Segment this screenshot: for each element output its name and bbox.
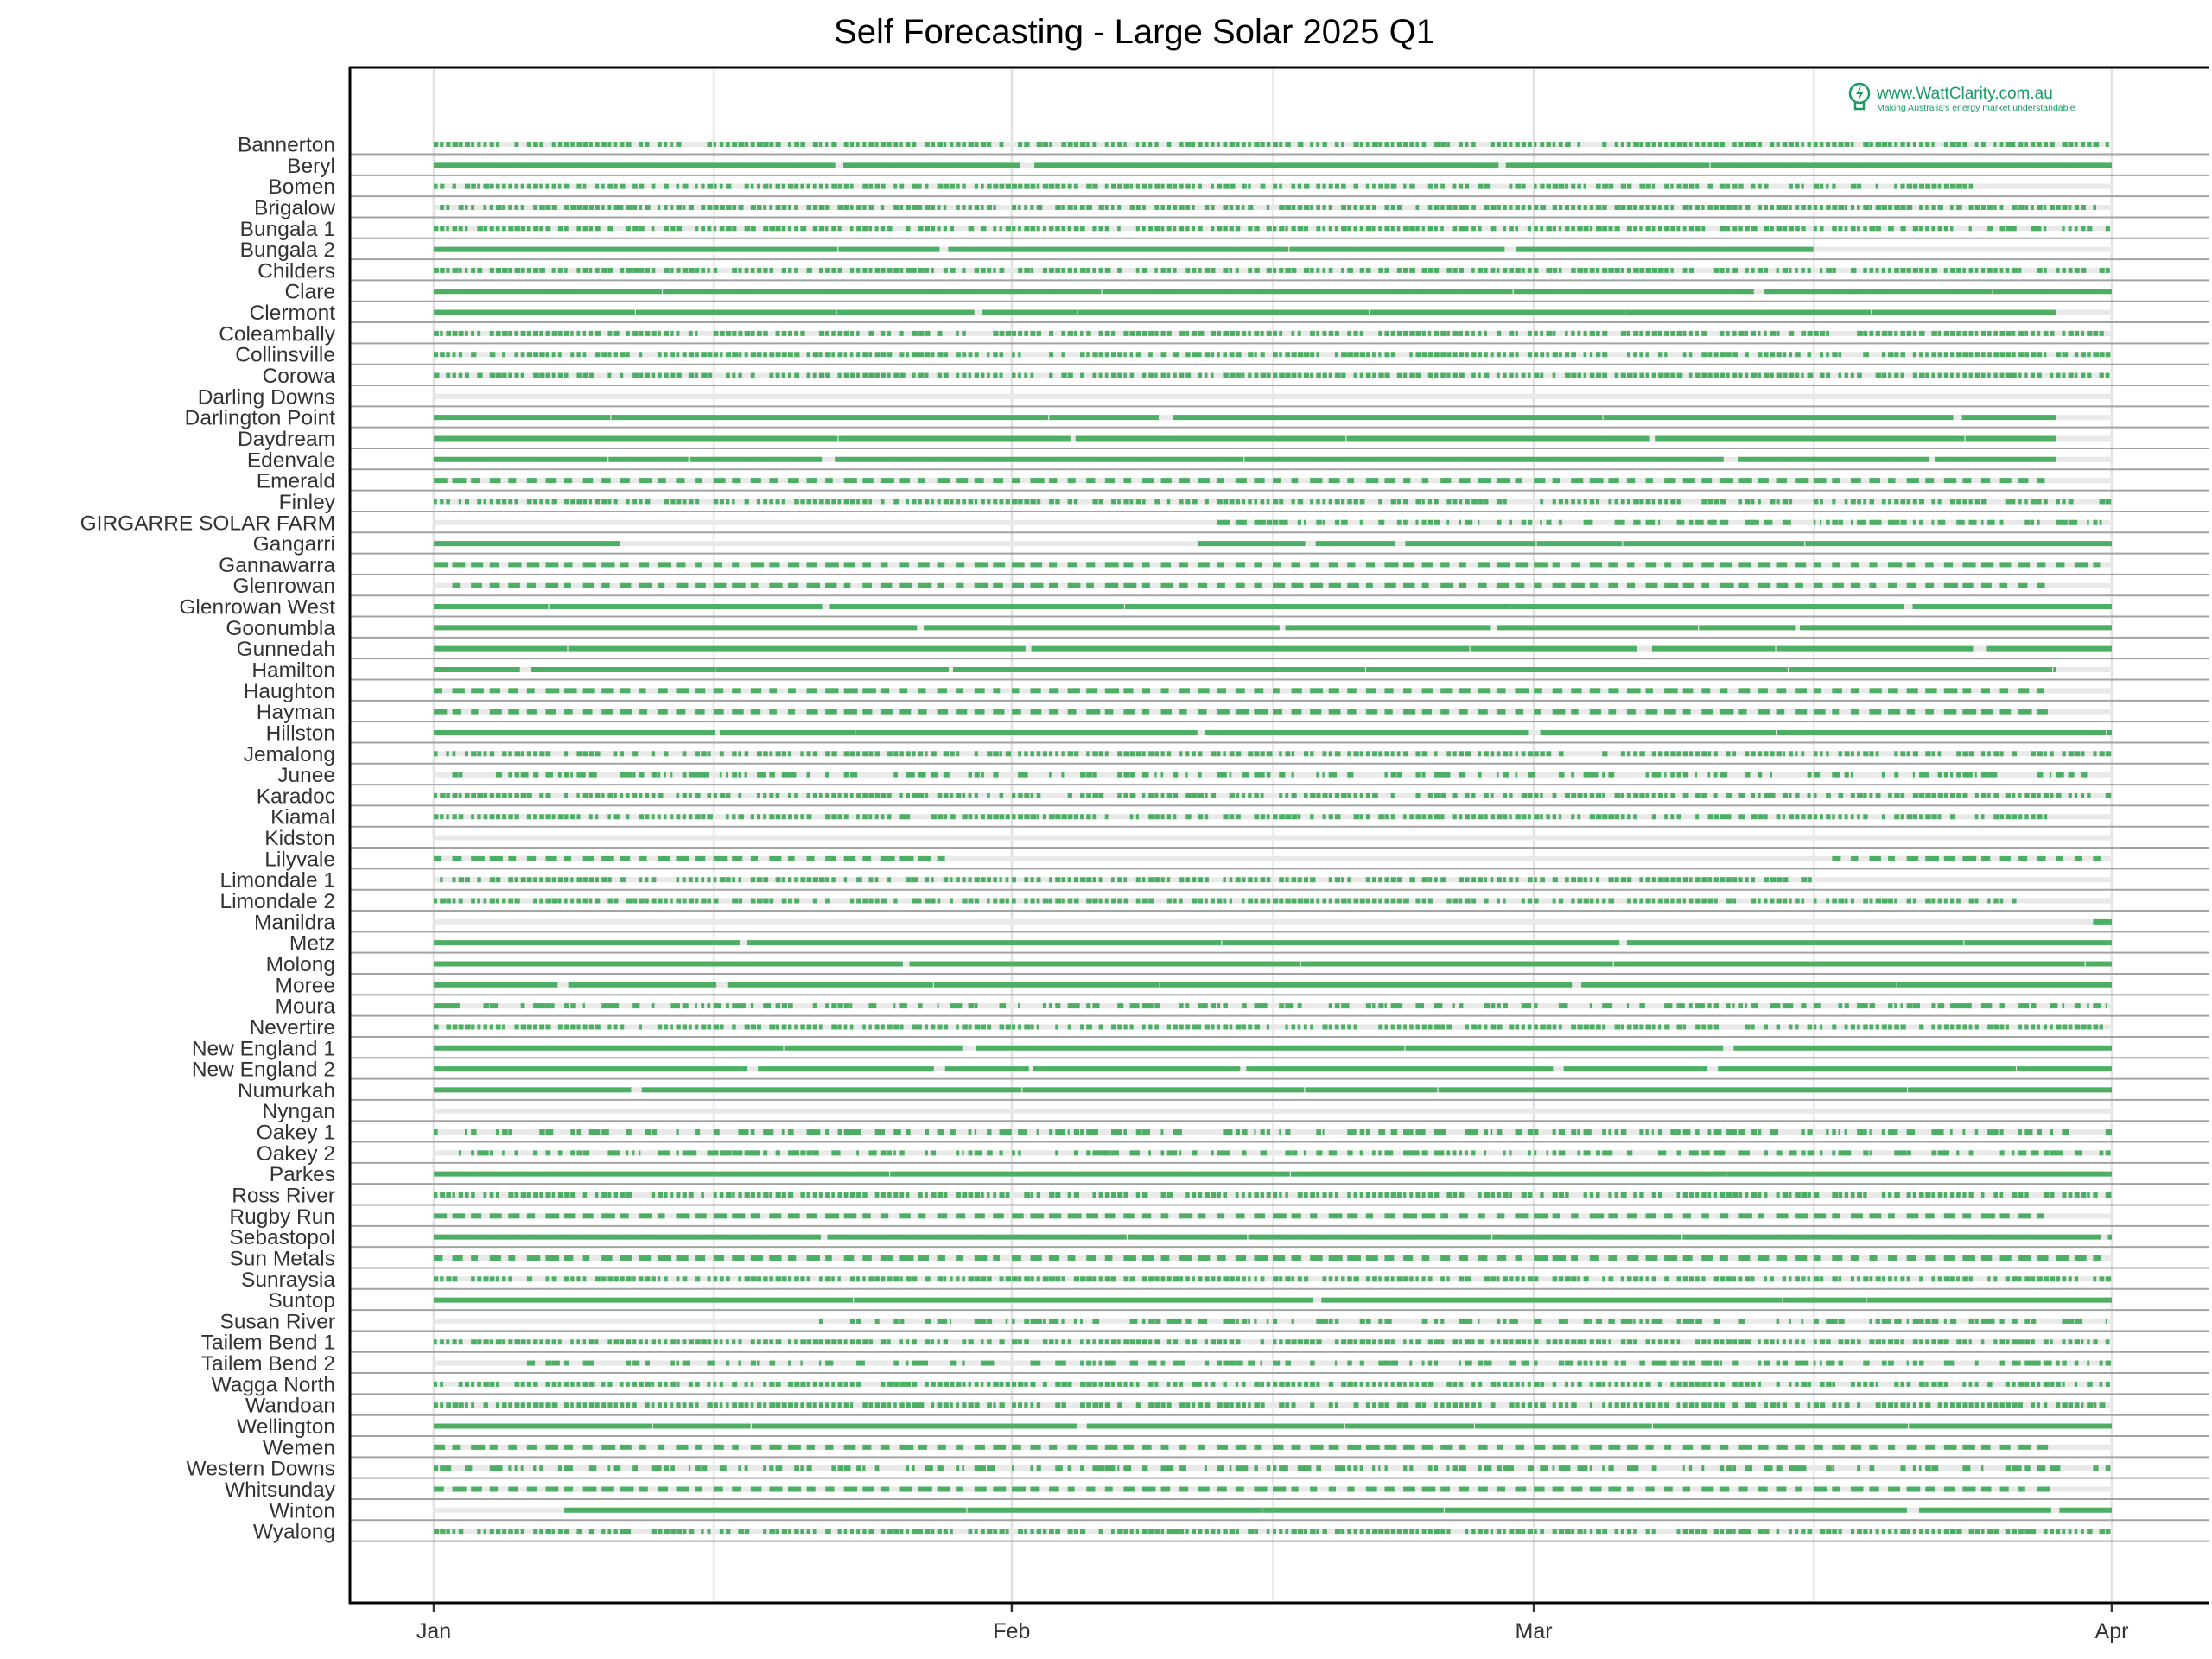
row-childers xyxy=(350,267,2209,282)
row-metz xyxy=(350,940,2209,954)
row-jemalong xyxy=(350,751,2209,765)
row-limondale-2 xyxy=(350,898,2209,912)
row-glenrowan xyxy=(350,582,2209,597)
row-collinsville xyxy=(350,352,2209,365)
row-ross-river xyxy=(350,1192,2209,1206)
row-emerald xyxy=(350,478,2209,492)
series-rows xyxy=(350,142,2209,1542)
row-gunnedah xyxy=(350,645,2209,660)
row-clermont xyxy=(350,309,2209,324)
row-coleambally xyxy=(350,330,2209,345)
row-molong xyxy=(350,961,2209,975)
row-hillston xyxy=(350,729,2209,744)
row-lilyvale xyxy=(350,855,2209,870)
row-karadoc xyxy=(350,792,2209,807)
row-junee xyxy=(350,772,2209,786)
row-manildra xyxy=(350,918,2209,933)
row-parkes xyxy=(350,1171,2209,1185)
row-bungala-1 xyxy=(350,226,2209,239)
row-sun-metals xyxy=(350,1255,2209,1269)
row-bannerton xyxy=(350,142,2209,156)
row-hamilton xyxy=(350,667,2209,681)
row-bungala-2 xyxy=(350,246,2209,261)
row-gannawarra xyxy=(350,562,2209,575)
row-girgarre-solar-farm xyxy=(350,519,2209,534)
row-darlington-point xyxy=(350,415,2209,429)
chart-title: Self Forecasting - Large Solar 2025 Q1 xyxy=(834,13,1435,51)
row-kidston xyxy=(350,835,2209,849)
row-new-england-2 xyxy=(350,1066,2209,1080)
row-rugby-run xyxy=(350,1213,2209,1227)
row-moree xyxy=(350,982,2209,996)
row-kiamal xyxy=(350,814,2209,828)
row-haughton xyxy=(350,688,2209,702)
row-bomen xyxy=(350,183,2209,198)
row-gangarri xyxy=(350,541,2209,555)
row-moura xyxy=(350,1003,2209,1017)
row-goonumbla xyxy=(350,625,2209,639)
row-glenrowan-west xyxy=(350,604,2209,618)
row-oakey-2 xyxy=(350,1150,2209,1164)
row-nevertire xyxy=(350,1024,2209,1038)
row-limondale-1 xyxy=(350,877,2209,891)
row-corowa xyxy=(350,372,2209,387)
row-finley xyxy=(350,499,2209,512)
row-daydream xyxy=(350,435,2209,449)
row-brigalow xyxy=(350,204,2209,219)
row-nyngan xyxy=(350,1108,2209,1122)
row-numurkah xyxy=(350,1087,2209,1101)
row-hayman xyxy=(350,709,2209,723)
row-sebastopol xyxy=(350,1234,2209,1249)
row-darling-downs xyxy=(350,393,2209,408)
row-beryl xyxy=(350,162,2209,176)
row-edenvale xyxy=(350,456,2209,471)
row-clare xyxy=(350,289,2209,302)
row-new-england-1 xyxy=(350,1045,2209,1059)
row-oakey-1 xyxy=(350,1129,2209,1143)
vertical-gridlines xyxy=(432,69,2113,1601)
